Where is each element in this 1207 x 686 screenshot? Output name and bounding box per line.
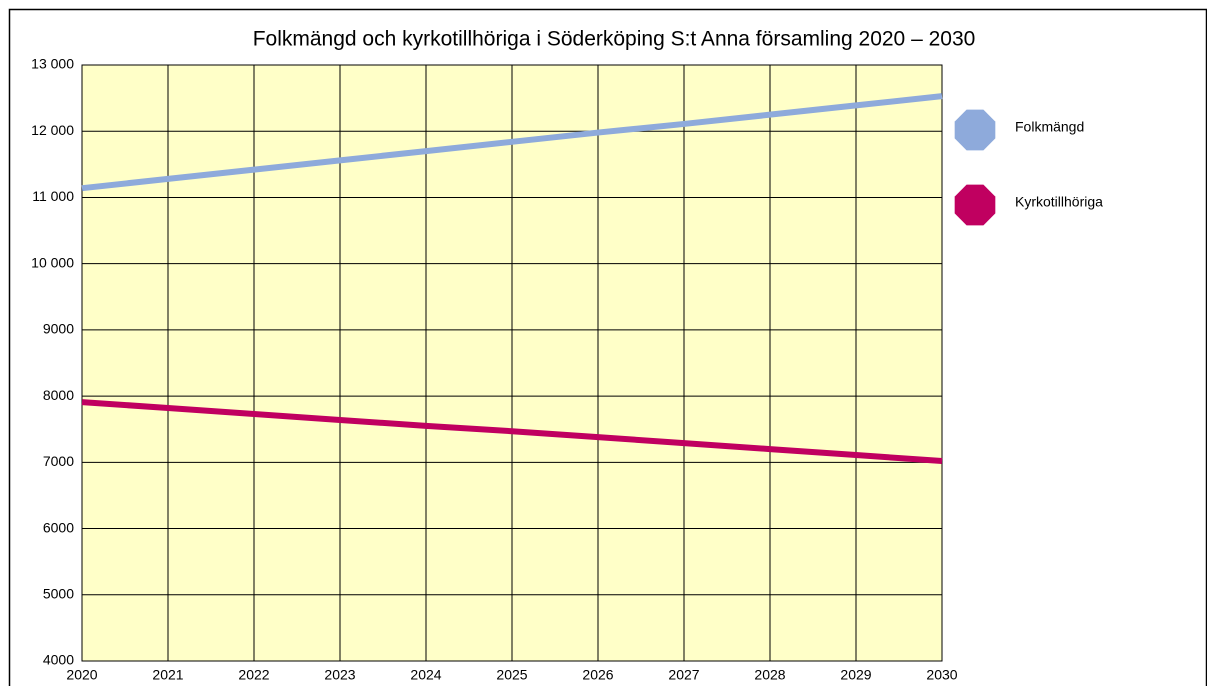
x-tick-label: 2022 bbox=[238, 667, 269, 683]
y-tick-label: 11 000 bbox=[32, 188, 74, 204]
series-line bbox=[81, 93, 943, 192]
y-tick-label: 7000 bbox=[43, 453, 74, 469]
x-tick-label: 2027 bbox=[668, 667, 699, 683]
y-tick-label: 4000 bbox=[43, 652, 74, 668]
legend-marker bbox=[954, 109, 996, 151]
series-line bbox=[81, 399, 943, 465]
x-tick-label: 2021 bbox=[152, 667, 183, 683]
y-tick-label: 9000 bbox=[43, 321, 74, 337]
legend-label: Kyrkotillhöriga bbox=[1015, 194, 1103, 210]
x-tick-label: 2020 bbox=[66, 667, 97, 683]
y-tick-label: 10 000 bbox=[31, 254, 74, 270]
y-tick-label: 13 000 bbox=[31, 56, 74, 72]
chart-title: Folkmängd och kyrkotillhöriga i Söderköp… bbox=[253, 28, 976, 51]
legend-label: Folkmängd bbox=[1015, 119, 1084, 135]
x-tick-label: 2029 bbox=[840, 667, 871, 683]
y-tick-label: 12 000 bbox=[31, 122, 74, 138]
x-tick-label: 2024 bbox=[410, 667, 441, 683]
y-tick-label: 5000 bbox=[43, 585, 74, 601]
x-tick-label: 2026 bbox=[582, 667, 613, 683]
x-tick-label: 2030 bbox=[926, 667, 957, 683]
x-tick-label: 2023 bbox=[324, 667, 355, 683]
y-tick-label: 8000 bbox=[43, 387, 74, 403]
legend-marker bbox=[954, 184, 996, 226]
x-tick-label: 2028 bbox=[754, 667, 785, 683]
x-tick-label: 2025 bbox=[496, 667, 527, 683]
y-tick-label: 6000 bbox=[43, 519, 74, 535]
